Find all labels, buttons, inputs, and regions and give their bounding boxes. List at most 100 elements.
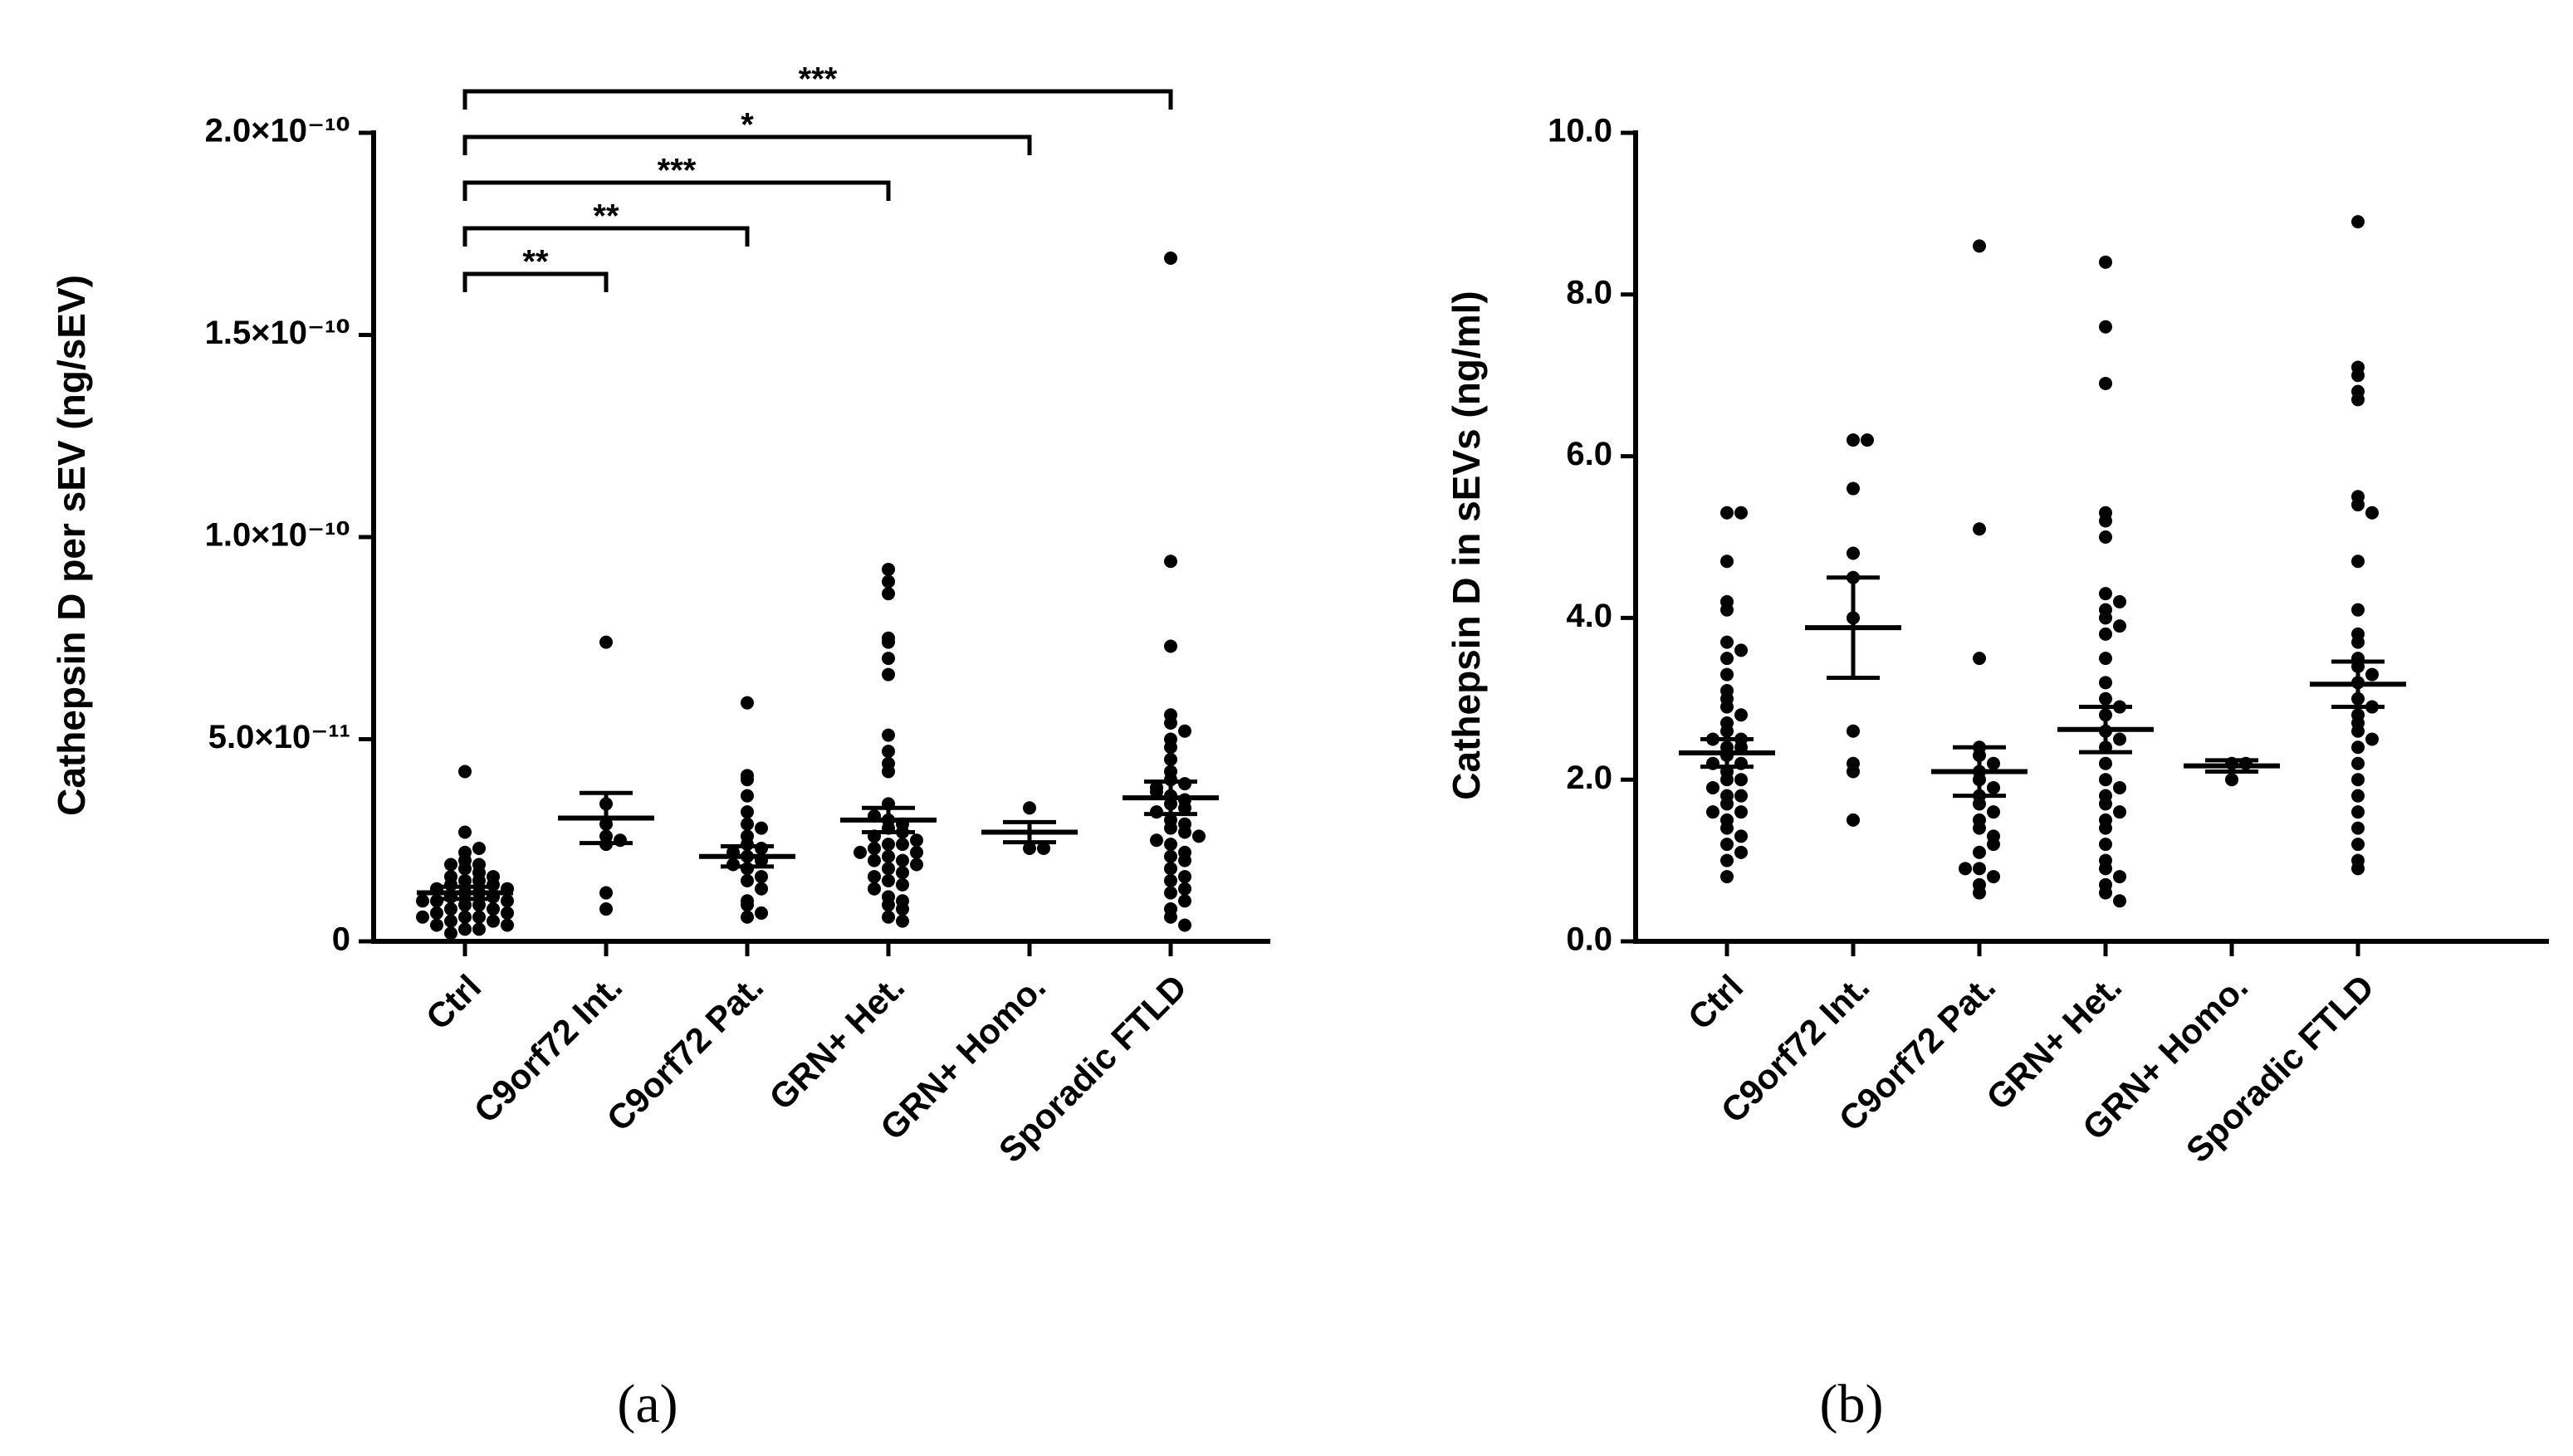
data-point [1720, 635, 1734, 649]
data-point [2099, 376, 2112, 390]
y-tick-label: 2.0 [1566, 760, 1612, 796]
data-point [1847, 433, 1860, 447]
data-point [2099, 587, 2112, 601]
data-point [1720, 853, 1734, 867]
data-point [741, 805, 754, 819]
data-point [1734, 643, 1748, 657]
data-point [882, 667, 895, 682]
data-point [1037, 841, 1050, 855]
data-point [882, 873, 895, 887]
data-point [2099, 627, 2112, 641]
significance-bracket [462, 271, 609, 292]
sem-bar [1953, 745, 2006, 799]
data-point [755, 870, 768, 884]
data-point [2351, 393, 2365, 407]
data-point [2099, 838, 2112, 852]
data-point [2351, 773, 2365, 787]
data-point [2113, 594, 2126, 608]
data-point [910, 857, 923, 872]
data-point [1178, 801, 1191, 815]
data-point [2351, 740, 2365, 755]
y-tick-label: 2.0×10⁻¹⁰ [205, 113, 350, 149]
data-point [1192, 829, 1206, 843]
data-point [2099, 821, 2112, 835]
data-point [882, 728, 895, 742]
significance-bracket [462, 180, 891, 201]
data-point [896, 877, 909, 892]
data-point [2099, 797, 2112, 811]
data-point [741, 910, 754, 924]
data-point [896, 914, 909, 928]
data-point [868, 882, 881, 896]
data-point [1734, 506, 1748, 520]
data-point [2099, 530, 2112, 544]
data-point [487, 914, 500, 928]
data-point [2351, 838, 2365, 852]
data-point [2365, 506, 2379, 520]
data-point [2351, 635, 2365, 649]
data-point [741, 817, 754, 831]
data-point [1973, 886, 1986, 900]
data-point [1973, 239, 1986, 253]
sem-bar [1144, 779, 1197, 817]
data-point [1164, 910, 1177, 924]
sem-bar [2205, 758, 2258, 774]
sem-bar [1700, 737, 1754, 770]
data-point [599, 635, 613, 649]
data-point [896, 838, 909, 852]
y-tick-label: 6.0 [1566, 436, 1612, 472]
data-point [1987, 870, 2000, 884]
data-point [1720, 652, 1734, 666]
caption: (b) [1820, 1374, 1884, 1434]
sem-bar [1827, 575, 1880, 680]
x-tick-label: GRN+ Het. [761, 967, 912, 1117]
data-point [882, 898, 895, 912]
data-point [1987, 756, 2000, 770]
data-point [2351, 821, 2365, 835]
y-tick-label: 8.0 [1566, 274, 1612, 310]
data-point [2099, 676, 2112, 690]
data-point [1720, 506, 1734, 520]
data-point [2225, 773, 2238, 787]
data-point [1720, 821, 1734, 835]
data-point [501, 918, 514, 932]
data-point [444, 857, 457, 872]
data-point [1720, 667, 1734, 682]
data-point [882, 849, 895, 863]
data-point [896, 853, 909, 867]
y-tick-label: 4.0 [1566, 598, 1612, 634]
data-point [910, 845, 923, 859]
data-point [1847, 546, 1860, 560]
data-point [1734, 708, 1748, 722]
data-point [2099, 320, 2112, 334]
data-point [1973, 845, 1986, 859]
data-point [1164, 752, 1177, 766]
data-point [1847, 724, 1860, 738]
data-point [1706, 780, 1719, 794]
data-point [1987, 805, 2000, 819]
data-point [1164, 821, 1177, 835]
significance-label: *** [799, 61, 838, 98]
data-point [2365, 667, 2379, 682]
data-point [1847, 813, 1860, 827]
data-point [1987, 780, 2000, 794]
data-point [1973, 652, 1986, 666]
data-point [1164, 886, 1177, 900]
data-point [2351, 789, 2365, 803]
data-point [501, 906, 514, 920]
significance-bracket [462, 89, 1173, 110]
data-point [1178, 724, 1191, 738]
data-point [2351, 756, 2365, 770]
data-point [2351, 498, 2365, 512]
y-axis-label: Cathepsin D in sEVs (ng/ml) [1445, 291, 1488, 799]
data-point [1959, 862, 1972, 876]
data-point [1164, 251, 1177, 265]
data-point [1973, 522, 1986, 536]
y-tick-label: 1.5×10⁻¹⁰ [205, 315, 350, 351]
data-point [458, 898, 472, 912]
data-point [882, 862, 895, 876]
data-point [2099, 756, 2112, 770]
data-point [2099, 691, 2112, 706]
significance-label: ** [593, 198, 619, 235]
